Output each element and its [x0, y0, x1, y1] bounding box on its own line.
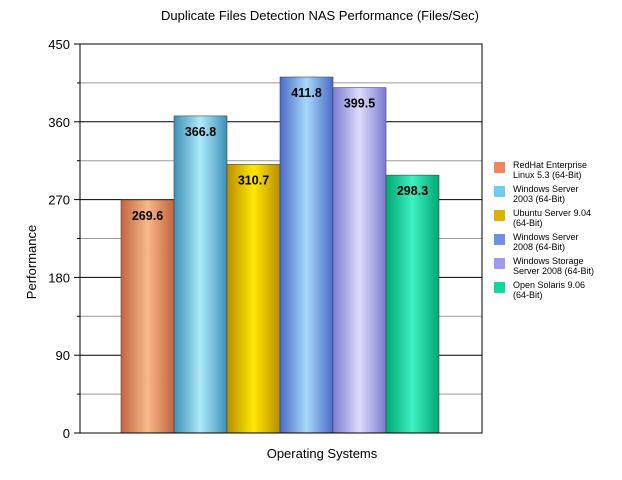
legend-swatch — [494, 162, 505, 173]
bar — [120, 199, 175, 434]
legend-label: RedHat Enterprise Linux 5.3 (64-Bit) — [513, 160, 588, 180]
legend-item: Windows Server 2003 (64-Bit) — [494, 184, 618, 208]
y-tick-label: 270 — [48, 193, 70, 208]
bar — [173, 115, 228, 434]
legend-swatch — [494, 258, 505, 269]
bar — [279, 76, 334, 434]
legend-label: Windows Server 2008 (64-Bit) — [513, 232, 579, 252]
chart-title: Duplicate Files Detection NAS Performanc… — [161, 8, 479, 23]
data-label: 411.8 — [291, 86, 322, 100]
axes: 0 90 180 270 360 450 — [48, 37, 483, 441]
data-label: 366.8 — [185, 125, 216, 139]
y-tick-label: 360 — [48, 115, 70, 130]
legend-label: Windows Storage Server 2008 (64-Bit) — [513, 256, 595, 276]
bar — [385, 174, 440, 434]
legend-swatch — [494, 186, 505, 197]
y-axis-label: Performance — [24, 225, 39, 299]
y-tick-label: 0 — [63, 426, 70, 441]
y-tick-label: 450 — [48, 37, 70, 52]
bars — [120, 76, 440, 434]
data-label: 399.5 — [344, 97, 375, 111]
legend-item: Windows Server 2008 (64-Bit) — [494, 232, 618, 256]
legend-item: Windows Storage Server 2008 (64-Bit) — [494, 256, 618, 280]
legend-item: Ubuntu Server 9.04 (64-Bit) — [494, 208, 618, 232]
legend-item: Open Solaris 9.06 (64-Bit) — [494, 280, 618, 304]
legend: RedHat Enterprise Linux 5.3 (64-Bit) Wind… — [494, 160, 618, 304]
data-label: 310.7 — [238, 173, 269, 187]
bar — [332, 87, 387, 434]
legend-label: Windows Server 2003 (64-Bit) — [513, 184, 579, 204]
legend-item: RedHat Enterprise Linux 5.3 (64-Bit) — [494, 160, 618, 184]
data-label: 269.6 — [132, 209, 163, 223]
data-labels: 269.6 366.8 310.7 411.8 399.5 298.3 — [132, 86, 428, 223]
data-label: 298.3 — [397, 184, 428, 198]
x-axis-label: Operating Systems — [267, 446, 378, 461]
y-tick-label: 180 — [48, 270, 70, 285]
legend-label: Open Solaris 9.06 (64-Bit) — [513, 280, 586, 300]
bar — [226, 164, 281, 434]
legend-label: Ubuntu Server 9.04 (64-Bit) — [513, 208, 592, 228]
legend-swatch — [494, 282, 505, 293]
legend-swatch — [494, 234, 505, 245]
legend-swatch — [494, 210, 505, 221]
y-tick-label: 90 — [56, 348, 70, 363]
